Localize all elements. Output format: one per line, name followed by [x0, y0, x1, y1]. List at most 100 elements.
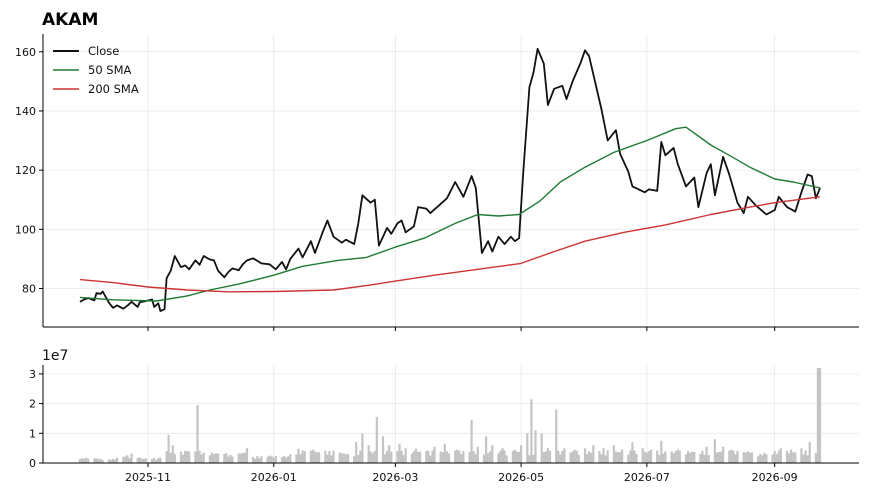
volume-bar — [441, 452, 444, 463]
volume-bar — [546, 448, 549, 463]
volume-bar — [266, 456, 269, 463]
volume-bar — [157, 458, 160, 463]
volume-bar — [186, 451, 189, 463]
volume-bar — [701, 450, 704, 463]
volume-bar — [670, 451, 673, 463]
volume-bar — [289, 454, 292, 463]
volume-bar — [629, 450, 632, 463]
volume-bar — [501, 448, 504, 463]
volume-bar — [792, 452, 795, 463]
volume-bar — [439, 451, 442, 463]
volume-bar — [602, 448, 605, 463]
volume-bar — [301, 450, 304, 463]
volume-bar — [614, 451, 617, 463]
volume-bar — [736, 450, 739, 463]
volume-bar — [656, 450, 659, 463]
volume-scale-label: 1e7 — [42, 348, 68, 364]
volume-bar — [167, 434, 170, 463]
volume-bar — [353, 456, 356, 463]
volume-bar — [311, 449, 314, 463]
volume-bar — [635, 454, 638, 463]
volume-bar — [458, 450, 461, 463]
volume-bar — [802, 454, 805, 463]
volume-bar — [332, 450, 335, 463]
volume-bar — [280, 457, 284, 463]
volume-bar — [713, 439, 716, 463]
volume-bar — [561, 450, 564, 463]
chart-title: AKAM — [42, 10, 98, 30]
volume-bar — [788, 453, 791, 463]
legend-label-0: Close — [88, 44, 119, 58]
volume-bar — [520, 445, 523, 463]
volume-bar — [151, 458, 154, 463]
volume-bar — [200, 454, 203, 463]
volume-bar — [647, 451, 650, 463]
volume-bar — [699, 453, 702, 463]
volume-bar — [229, 454, 232, 463]
volume-bar — [254, 458, 257, 463]
volume-bar — [658, 454, 661, 463]
volume-bar — [720, 451, 723, 463]
volume-bar — [81, 458, 84, 463]
volume-bar — [808, 442, 811, 463]
volume-bar — [633, 450, 636, 463]
volume-bar — [410, 453, 413, 463]
volume-bar — [344, 454, 347, 463]
volume-bar — [171, 445, 174, 463]
volume-bar — [402, 455, 405, 463]
series-line-50-sma — [79, 126, 821, 302]
volume-bar — [487, 453, 490, 463]
volume-bar — [136, 457, 139, 463]
volume-bar — [505, 455, 508, 463]
volume-bar — [116, 457, 119, 463]
volume-bar — [759, 454, 762, 463]
volume-bar — [489, 451, 492, 463]
volume-bar — [313, 451, 317, 463]
volume-bar — [194, 451, 197, 463]
volume-bar — [295, 454, 298, 463]
volume-bar — [111, 458, 115, 463]
volume-bar — [518, 451, 521, 463]
volume-bar — [196, 405, 199, 463]
volume-bar — [476, 446, 479, 463]
series-line-200-sma — [79, 196, 821, 293]
volume-bar — [400, 450, 403, 463]
volume-bar — [705, 446, 708, 463]
volume-bar — [142, 458, 145, 463]
volume-bar — [474, 454, 477, 463]
volume-bar — [528, 455, 531, 463]
volume-bar — [371, 453, 374, 463]
volume-bar — [443, 443, 446, 463]
volume-bar — [800, 448, 803, 463]
volume-bar — [757, 456, 760, 463]
volume-bar — [689, 453, 692, 463]
volume-bar — [324, 450, 327, 463]
price-gridlines — [43, 34, 859, 327]
volume-bar — [604, 455, 607, 463]
volume-bar — [398, 443, 401, 463]
volume-bar — [429, 455, 432, 463]
volume-bar — [447, 453, 451, 463]
volume-bar — [184, 450, 187, 463]
price-ytick-label: 160 — [15, 46, 36, 59]
volume-bar — [381, 436, 385, 463]
price-ytick-label: 100 — [15, 223, 36, 236]
volume-bar — [777, 450, 780, 463]
volume-bar — [414, 448, 418, 463]
volume-bar — [367, 445, 370, 463]
volume-bar — [122, 456, 125, 463]
volume-bar — [252, 457, 255, 463]
volume-bar — [750, 452, 754, 463]
volume-bar — [124, 456, 127, 463]
volume-bar — [511, 451, 514, 463]
volume-bar — [287, 456, 290, 463]
volume-bar — [586, 453, 589, 463]
volume-bar — [412, 451, 415, 463]
volume-bar — [285, 457, 288, 463]
volume-bar — [210, 452, 213, 463]
volume-bar — [664, 451, 667, 463]
volume-bar — [223, 454, 226, 463]
volume-bar — [93, 458, 96, 463]
volume-bar — [732, 450, 735, 463]
